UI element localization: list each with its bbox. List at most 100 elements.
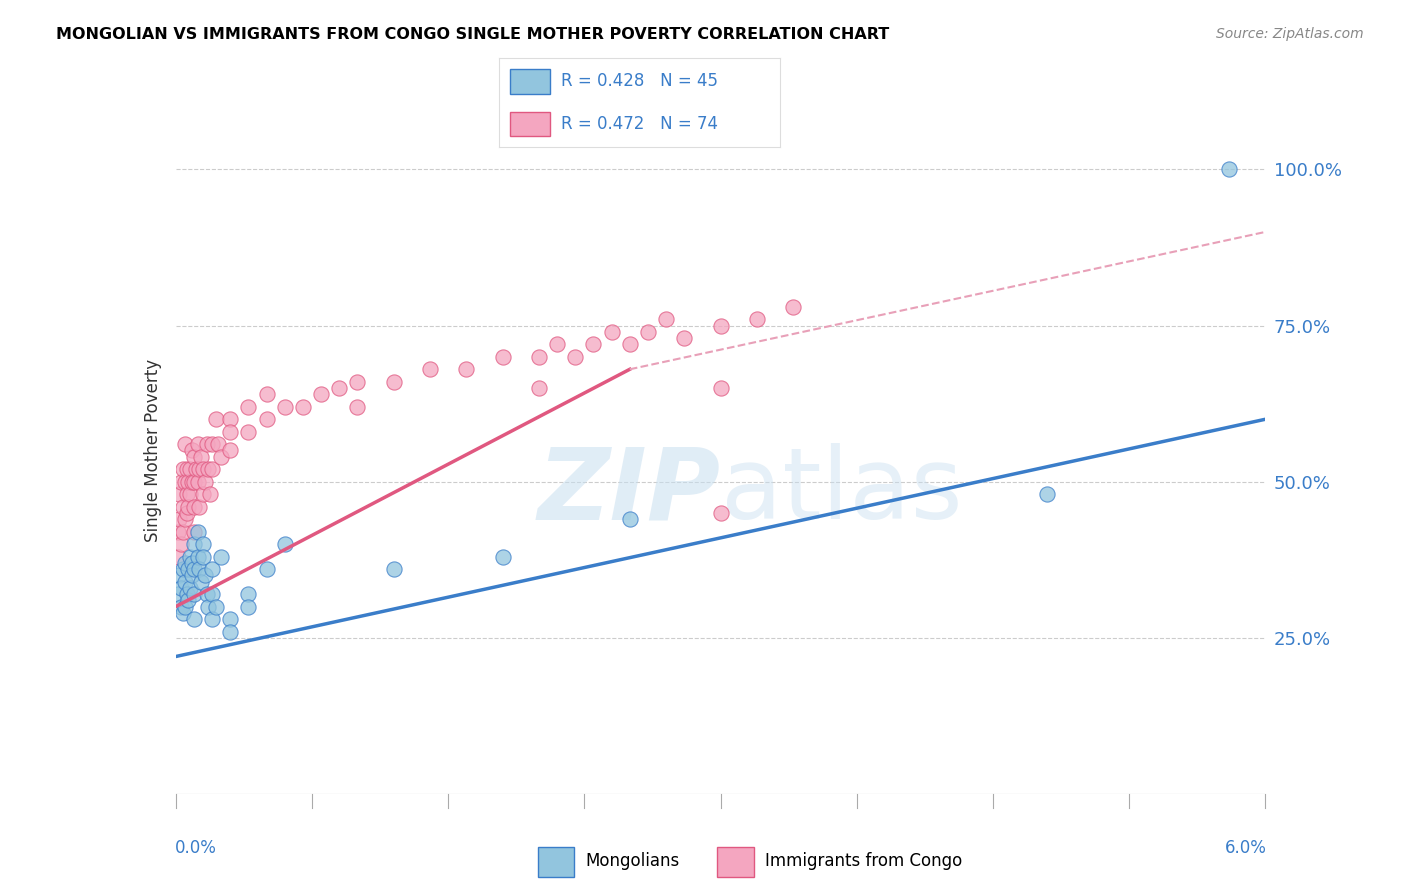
Point <box>209 549 232 564</box>
Point <box>177 500 200 514</box>
Point <box>219 624 242 639</box>
Point <box>183 537 205 551</box>
Point <box>181 568 204 582</box>
Point <box>191 487 214 501</box>
Text: Immigrants from Congo: Immigrants from Congo <box>765 852 962 871</box>
Point <box>186 549 209 564</box>
Point <box>166 549 188 564</box>
Point <box>190 574 212 589</box>
Point <box>328 381 350 395</box>
Point <box>194 475 217 489</box>
Point <box>179 462 201 476</box>
Point <box>172 562 194 576</box>
Point <box>173 599 195 614</box>
Point <box>170 475 193 489</box>
Point <box>256 412 278 426</box>
Point <box>173 556 195 570</box>
Point <box>238 599 260 614</box>
Point <box>183 612 205 626</box>
Point <box>274 537 297 551</box>
Point <box>1218 162 1240 177</box>
Point <box>256 387 278 401</box>
Point <box>188 562 211 576</box>
Point <box>201 437 224 451</box>
Point <box>183 587 205 601</box>
Point <box>382 375 405 389</box>
Point <box>179 487 201 501</box>
Point <box>186 475 209 489</box>
Point <box>582 337 605 351</box>
Point <box>200 487 222 501</box>
Point <box>169 512 191 526</box>
Point <box>177 593 200 607</box>
Point <box>673 331 696 345</box>
Point <box>238 587 260 601</box>
Point <box>456 362 478 376</box>
Point <box>201 562 224 576</box>
Point <box>183 475 205 489</box>
Point <box>195 587 218 601</box>
Point <box>204 599 226 614</box>
FancyBboxPatch shape <box>538 847 575 878</box>
Point <box>197 462 219 476</box>
Point <box>219 412 242 426</box>
Point <box>1036 487 1059 501</box>
Text: R = 0.428   N = 45: R = 0.428 N = 45 <box>561 72 718 90</box>
Point <box>619 512 641 526</box>
Point <box>188 462 211 476</box>
Point <box>191 549 214 564</box>
Point <box>546 337 568 351</box>
Point <box>564 350 586 364</box>
FancyBboxPatch shape <box>717 847 754 878</box>
Point <box>238 425 260 439</box>
Point <box>309 387 332 401</box>
Point <box>219 612 242 626</box>
Point <box>170 581 193 595</box>
FancyBboxPatch shape <box>510 69 550 94</box>
Point <box>173 437 195 451</box>
Point <box>527 350 550 364</box>
Point <box>172 462 194 476</box>
Text: R = 0.472   N = 74: R = 0.472 N = 74 <box>561 115 718 133</box>
Point <box>169 568 191 582</box>
Point <box>181 443 204 458</box>
Point <box>173 512 195 526</box>
Point <box>169 487 191 501</box>
Point <box>176 462 198 476</box>
Point <box>183 450 205 464</box>
Point <box>190 450 212 464</box>
Point <box>710 381 733 395</box>
Point <box>201 587 224 601</box>
Point <box>274 400 297 414</box>
Point <box>382 562 405 576</box>
Point <box>710 506 733 520</box>
Point <box>600 325 623 339</box>
Point <box>219 425 242 439</box>
Point <box>745 312 768 326</box>
Point <box>197 599 219 614</box>
Point <box>179 581 201 595</box>
Text: Mongolians: Mongolians <box>585 852 679 871</box>
Point <box>419 362 441 376</box>
Point <box>177 562 200 576</box>
Point <box>238 400 260 414</box>
Point <box>191 462 214 476</box>
Point <box>637 325 659 339</box>
Point <box>173 574 195 589</box>
Point <box>173 475 195 489</box>
Point <box>710 318 733 333</box>
Point <box>346 400 368 414</box>
Point <box>201 612 224 626</box>
Point <box>170 537 193 551</box>
Text: Source: ZipAtlas.com: Source: ZipAtlas.com <box>1216 27 1364 41</box>
Point <box>256 562 278 576</box>
Point <box>184 462 207 476</box>
Point <box>204 412 226 426</box>
Point <box>207 437 229 451</box>
Text: ZIP: ZIP <box>537 443 721 541</box>
Point <box>172 606 194 620</box>
Point <box>176 587 198 601</box>
Point <box>291 400 314 414</box>
Point <box>186 437 209 451</box>
Text: MONGOLIAN VS IMMIGRANTS FROM CONGO SINGLE MOTHER POVERTY CORRELATION CHART: MONGOLIAN VS IMMIGRANTS FROM CONGO SINGL… <box>56 27 890 42</box>
